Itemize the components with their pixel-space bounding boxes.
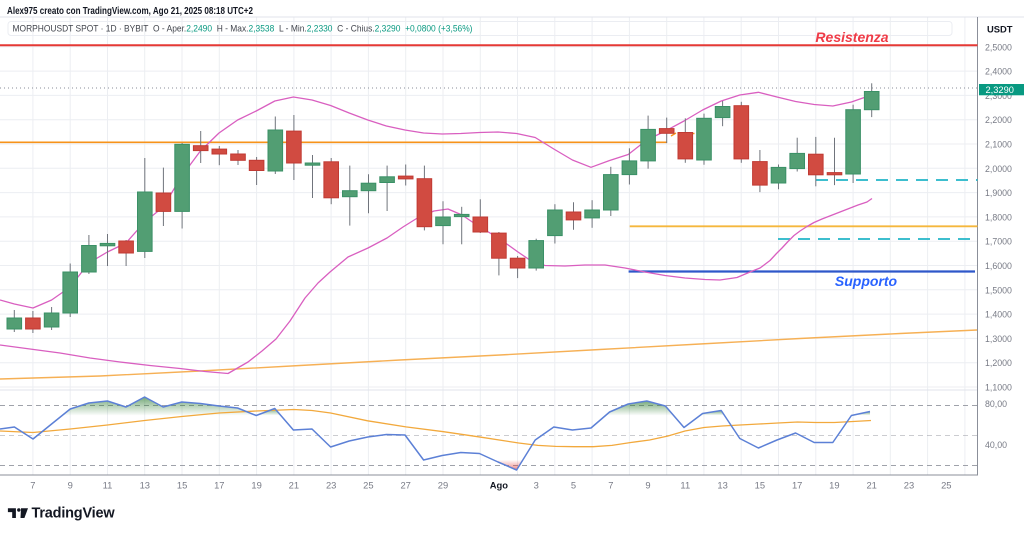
svg-text:13: 13: [717, 480, 727, 491]
svg-text:23: 23: [904, 480, 914, 491]
svg-text:2,3290: 2,3290: [986, 85, 1014, 95]
svg-text:1,8000: 1,8000: [985, 212, 1012, 222]
svg-text:Supporto: Supporto: [835, 273, 898, 289]
svg-text:1,1000: 1,1000: [985, 383, 1012, 393]
svg-text:23: 23: [326, 480, 336, 491]
svg-text:9: 9: [645, 480, 650, 491]
svg-text:Ago: Ago: [490, 480, 508, 491]
svg-text:USDT: USDT: [987, 24, 1013, 35]
svg-text:17: 17: [792, 480, 802, 491]
svg-text:3: 3: [534, 480, 539, 491]
svg-text:19: 19: [251, 480, 261, 491]
svg-text:19: 19: [829, 480, 839, 491]
svg-text:1,9000: 1,9000: [985, 188, 1012, 198]
svg-text:1,6000: 1,6000: [985, 261, 1012, 271]
svg-text:21: 21: [866, 480, 876, 491]
svg-text:15: 15: [177, 480, 187, 491]
svg-text:7: 7: [30, 480, 35, 491]
svg-text:7: 7: [608, 480, 613, 491]
svg-text:2,3000: 2,3000: [985, 91, 1012, 101]
svg-text:11: 11: [680, 480, 690, 491]
svg-text:1,4000: 1,4000: [985, 310, 1012, 320]
svg-text:2,2000: 2,2000: [985, 115, 1012, 125]
svg-text:9: 9: [68, 480, 73, 491]
svg-text:Alex975 creato con TradingView: Alex975 creato con TradingView.com, Ago …: [7, 5, 253, 17]
svg-text:1,5000: 1,5000: [985, 285, 1012, 295]
svg-text:29: 29: [438, 480, 448, 491]
svg-text:15: 15: [755, 480, 765, 491]
svg-text:2,4000: 2,4000: [985, 67, 1012, 77]
svg-text:27: 27: [400, 480, 410, 491]
svg-text:17: 17: [214, 480, 224, 491]
svg-text:1,3000: 1,3000: [985, 334, 1012, 344]
svg-text:2,5000: 2,5000: [985, 42, 1012, 52]
svg-text:5: 5: [571, 480, 576, 491]
svg-text:21: 21: [289, 480, 299, 491]
svg-text:13: 13: [140, 480, 150, 491]
svg-text:Resistenza: Resistenza: [815, 29, 888, 45]
svg-text:1,2000: 1,2000: [985, 358, 1012, 368]
svg-text:TradingView: TradingView: [32, 506, 116, 522]
svg-text:25: 25: [941, 480, 951, 491]
svg-text:25: 25: [363, 480, 373, 491]
svg-text:2,0000: 2,0000: [985, 164, 1012, 174]
svg-text:MORPHOUSDT SPOT · 1D · BYBIT: MORPHOUSDT SPOT · 1D · BYBIT O - Aper.2,…: [13, 24, 473, 34]
svg-text:11: 11: [103, 480, 113, 491]
svg-text:40,00: 40,00: [985, 440, 1007, 450]
svg-text:1,7000: 1,7000: [985, 237, 1012, 247]
svg-text:80,00: 80,00: [985, 399, 1007, 409]
svg-text:2,1000: 2,1000: [985, 140, 1012, 150]
